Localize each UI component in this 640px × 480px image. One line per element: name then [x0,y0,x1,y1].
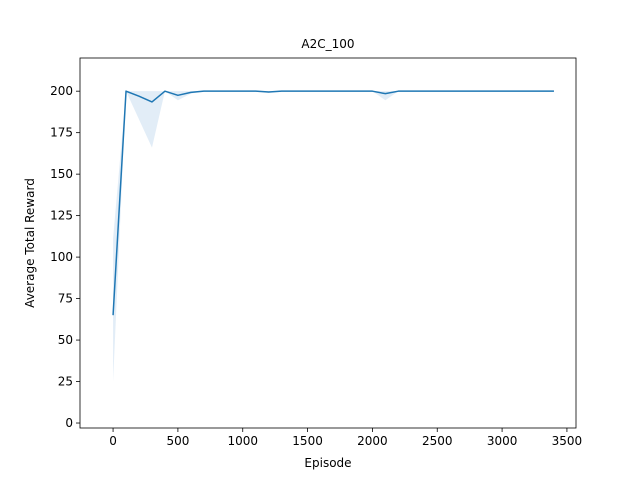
chart-title: A2C_100 [301,37,354,51]
y-tick-label: 175 [50,126,73,140]
data-point [242,90,244,92]
data-point [475,90,477,92]
data-point [540,90,542,92]
y-tick-label: 125 [50,209,73,223]
x-tick-label: 3500 [552,434,583,448]
y-tick-label: 200 [50,84,73,98]
plot-area [112,90,555,382]
data-point [229,90,231,92]
y-tick-label: 75 [58,292,73,306]
data-point [397,90,399,92]
series-0-line [112,90,554,316]
data-point [319,90,321,92]
data-point [306,90,308,92]
data-point [345,90,347,92]
x-tick-label: 3000 [487,434,518,448]
axis-ticks: 0 500 1000 1500 2000 2500 3000 3500 0 25 50 75 100 12… [50,84,582,448]
data-point [112,314,114,316]
data-point [164,90,166,92]
data-point [255,90,257,92]
data-point [280,90,282,92]
y-tick-label: 0 [65,416,73,430]
y-tick-label: 50 [58,333,73,347]
data-point [190,91,192,93]
y-axis-label: Average Total Reward [23,178,37,308]
x-tick-label: 2000 [357,434,388,448]
data-point [423,90,425,92]
data-point [293,90,295,92]
data-point [203,90,205,92]
y-tick-label: 150 [50,167,73,181]
data-point [151,101,153,103]
x-tick-label: 1000 [227,434,258,448]
data-point [449,90,451,92]
data-point [501,90,503,92]
y-tick-label: 25 [58,375,73,389]
series-0-confidence-band [113,91,554,382]
y-tick-label: 100 [50,250,73,264]
data-point [138,95,140,97]
data-point [267,91,269,93]
data-point [332,90,334,92]
data-point [488,90,490,92]
data-point [125,90,127,92]
data-point [177,94,179,96]
x-tick-label: 0 [109,434,117,448]
data-point [553,90,555,92]
data-point [371,90,373,92]
axes-frame [79,57,577,429]
data-point [514,90,516,92]
data-point [410,90,412,92]
data-point [527,90,529,92]
x-tick-label: 1500 [292,434,323,448]
data-point [358,90,360,92]
data-point [216,90,218,92]
data-point [462,90,464,92]
data-point [436,90,438,92]
x-tick-label: 500 [166,434,189,448]
data-point [384,92,386,94]
x-tick-label: 2500 [422,434,453,448]
x-axis-label: Episode [304,456,351,470]
